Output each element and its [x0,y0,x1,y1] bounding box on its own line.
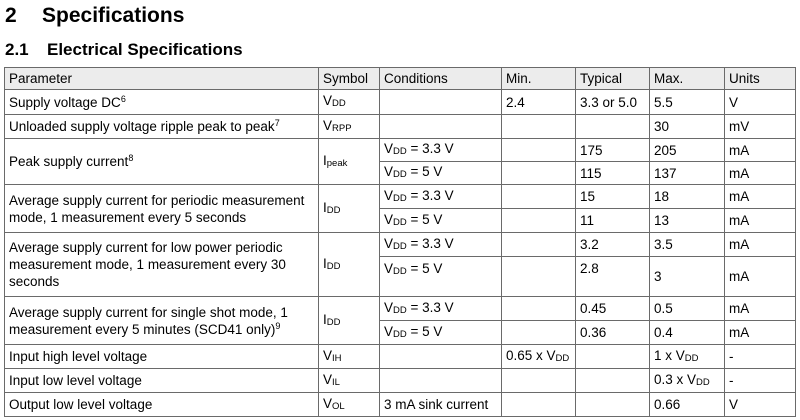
min: 2.4 [501,89,576,115]
symbol: VOL [318,392,380,417]
parameter: Unloaded supply voltage ripple peak to p… [4,114,319,139]
max: 13 [649,208,725,233]
conditions: VDD = 5 V [379,256,502,297]
max: 137 [649,161,725,185]
parameter: Supply voltage DC6 [4,89,319,115]
parameter: Input high level voltage [4,344,319,369]
parameter: Average supply current for low power per… [4,232,319,297]
header-parameter: Parameter [4,67,319,90]
table-row: Output low level voltage VOL 3 mA sink c… [4,392,796,417]
table-row: Average supply current for periodic meas… [4,184,796,233]
table-row: VDD = 5 V 115 137 mA [5,161,796,185]
table-row: Input low level voltage VIL 0.3 x VDD - [4,368,796,393]
header-min: Min. [501,67,576,90]
table-row: VDD = 5 V 0.36 0.4 mA [5,320,796,345]
units: - [724,368,796,393]
header-units: Units [724,67,796,90]
max: 3 [649,256,725,297]
units: mV [724,114,796,139]
symbol: IDD [318,184,380,233]
units: mA [724,184,796,209]
symbol: IDD [318,296,380,345]
table-header-row: Parameter Symbol Conditions Min. Typical… [4,67,796,90]
max: 18 [649,184,725,209]
conditions: VDD = 3.3 V [379,138,502,162]
typical: 3.3 or 5.0 [575,89,650,115]
typical: 175 [575,138,650,162]
typical: 11 [575,208,650,233]
units: mA [724,208,796,233]
parameter: Average supply current for single shot m… [4,296,319,345]
header-typical: Typical [575,67,650,90]
max: 0.66 [649,392,725,417]
parameter: Input low level voltage [4,368,319,393]
header-conditions: Conditions [379,67,502,90]
section-heading: 2 Specifications [5,4,185,27]
max: 30 [649,114,725,139]
table-row: Average supply current for low power per… [4,232,796,297]
header-symbol: Symbol [318,67,380,90]
table-row: Input high level voltage VIH 0.65 x VDD … [4,344,796,369]
electrical-specifications-table: Parameter Symbol Conditions Min. Typical… [4,67,796,417]
conditions: VDD = 5 V [379,161,502,185]
max: 205 [649,138,725,162]
header-max: Max. [649,67,725,90]
symbol: VRPP [318,114,380,139]
typical: 2.8 [575,256,650,297]
conditions: VDD = 3.3 V [379,296,502,321]
symbol: IDD [318,232,380,297]
typical: 15 [575,184,650,209]
typical: 0.36 [575,320,650,345]
conditions: VDD = 5 V [379,208,502,233]
typical: 115 [575,161,650,185]
conditions: VDD = 3.3 V [379,232,502,257]
units: mA [724,161,796,185]
parameter: Peak supply current8 [4,138,319,185]
typical: 0.45 [575,296,650,321]
subsection-heading: 2.1 Electrical Specifications [5,40,243,59]
parameter: Output low level voltage [4,392,319,417]
table-row: Average supply current for single shot m… [4,296,796,345]
units: mA [724,232,796,257]
units: V [724,392,796,417]
typical: 3.2 [575,232,650,257]
parameter: Average supply current for periodic meas… [4,184,319,233]
table-row: VDD = 5 V 2.8 3 mA [5,256,796,297]
table-row: Supply voltage DC6 VDD 2.4 3.3 or 5.0 5.… [4,89,796,115]
max: 0.3 x VDD [649,368,725,393]
max: 5.5 [649,89,725,115]
units: mA [724,256,796,297]
symbol: VIH [318,344,380,369]
symbol: VIL [318,368,380,393]
symbol: VDD [318,89,380,115]
min: 0.65 x VDD [501,344,576,369]
units: V [724,89,796,115]
max: 0.5 [649,296,725,321]
table-row: Peak supply current8 Ipeak VDD = 3.3 V 1… [4,138,796,185]
conditions: 3 mA sink current [379,392,502,417]
max: 1 x VDD [649,344,725,369]
units: mA [724,138,796,162]
conditions [379,89,502,115]
symbol: Ipeak [318,138,380,185]
conditions: VDD = 5 V [379,320,502,345]
table-row: Unloaded supply voltage ripple peak to p… [4,114,796,139]
max: 0.4 [649,320,725,345]
units: mA [724,296,796,321]
max: 3.5 [649,232,725,257]
units: mA [724,320,796,345]
units: - [724,344,796,369]
conditions: VDD = 3.3 V [379,184,502,209]
